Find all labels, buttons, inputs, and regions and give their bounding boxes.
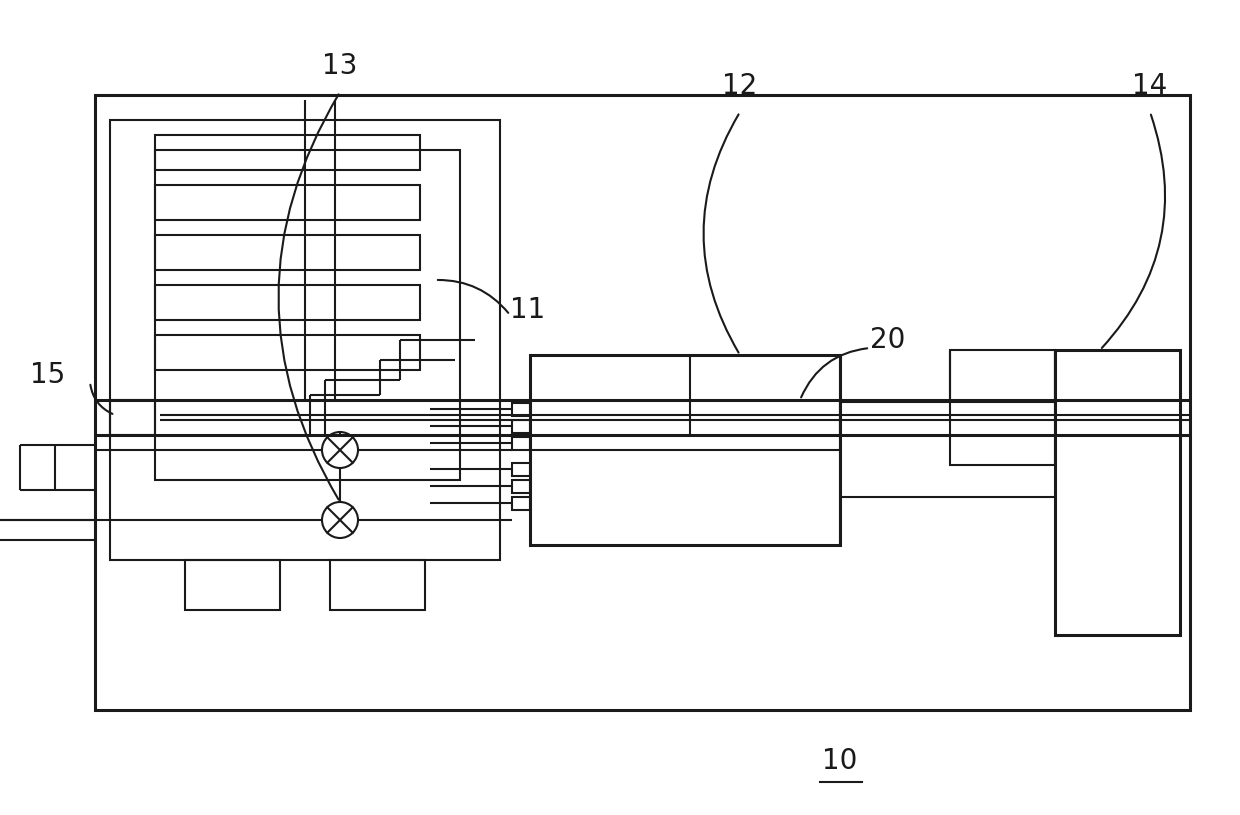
Bar <box>155 135 420 170</box>
Bar <box>512 437 529 450</box>
Bar <box>95 95 1190 710</box>
Bar <box>512 420 529 433</box>
Bar <box>185 560 280 610</box>
Bar <box>110 400 155 435</box>
Bar <box>155 285 420 320</box>
Text: 11: 11 <box>510 296 546 324</box>
Bar <box>512 463 529 476</box>
Bar <box>155 185 420 220</box>
Bar <box>512 403 529 416</box>
Text: 12: 12 <box>723 72 758 100</box>
Text: 10: 10 <box>822 747 858 775</box>
Bar <box>110 120 500 560</box>
Text: 20: 20 <box>870 326 905 354</box>
Bar <box>155 335 420 370</box>
Bar <box>529 355 839 545</box>
Bar <box>330 560 425 610</box>
Bar <box>155 150 460 480</box>
Bar <box>1055 350 1180 635</box>
Bar <box>512 497 529 510</box>
Text: 13: 13 <box>322 52 357 80</box>
Bar <box>950 350 1055 465</box>
Text: 15: 15 <box>30 361 64 389</box>
Bar <box>512 480 529 493</box>
Bar <box>155 235 420 270</box>
Text: 14: 14 <box>1132 72 1168 100</box>
